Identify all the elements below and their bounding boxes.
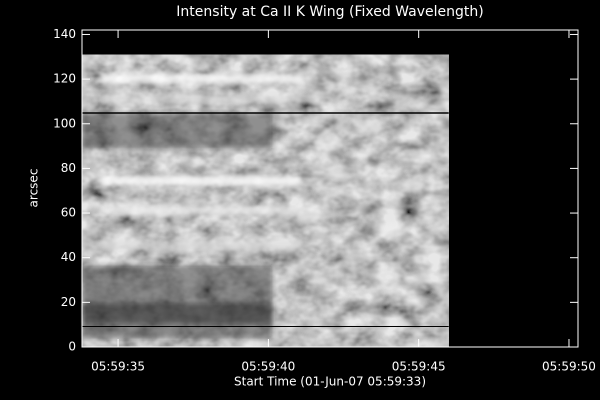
y-tick-label: 100 — [53, 116, 76, 130]
y-tick-label: 120 — [53, 72, 76, 86]
image-patch — [400, 178, 425, 195]
x-tick-label: 05:59:35 — [91, 360, 145, 374]
image-patch — [315, 134, 340, 151]
y-tick-label: 0 — [68, 340, 76, 354]
x-tick-label: 05:59:50 — [542, 360, 596, 374]
image-patch — [356, 119, 381, 136]
x-axis-label: Start Time (01-Jun-07 05:59:33) — [234, 375, 426, 389]
image-band — [100, 176, 303, 186]
image-patch — [381, 222, 406, 239]
y-tick-label: 80 — [61, 161, 76, 175]
image-band — [100, 94, 303, 104]
image-dark — [82, 303, 273, 339]
y-tick-label: 60 — [61, 206, 76, 220]
image-patch — [297, 207, 322, 224]
image-band — [100, 73, 303, 83]
image-dark — [82, 113, 273, 149]
y-tick-label: 40 — [61, 250, 76, 264]
chart-title: Intensity at Ca II K Wing (Fixed Wavelen… — [176, 4, 483, 20]
x-tick-label: 05:59:40 — [241, 360, 295, 374]
image-bands — [82, 73, 425, 339]
y-tick-label: 20 — [61, 295, 76, 309]
axes-box — [81, 29, 579, 348]
y-tick-label: 140 — [53, 27, 76, 41]
intensity-image — [82, 54, 449, 348]
image-band — [100, 205, 303, 215]
image-patch — [326, 163, 351, 180]
image-band — [100, 240, 303, 250]
y-axis-label: arcsec — [27, 169, 41, 208]
x-tick-label: 05:59:45 — [392, 360, 446, 374]
